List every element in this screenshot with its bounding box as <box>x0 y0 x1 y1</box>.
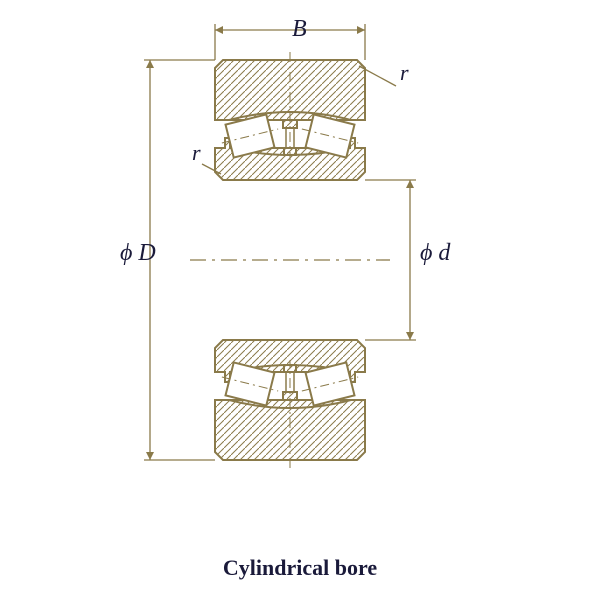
bearing-diagram: Br r ϕ D ϕ d <box>0 0 600 600</box>
diagram-caption: Cylindrical bore <box>0 555 600 581</box>
svg-text:ϕ D: ϕ D <box>120 240 156 266</box>
svg-text:B: B <box>292 16 307 42</box>
diagram-svg: Br r ϕ D ϕ d <box>0 0 600 600</box>
svg-text:ϕ d: ϕ d <box>420 240 451 266</box>
svg-text:r: r <box>400 60 409 85</box>
svg-text:r: r <box>192 140 201 165</box>
